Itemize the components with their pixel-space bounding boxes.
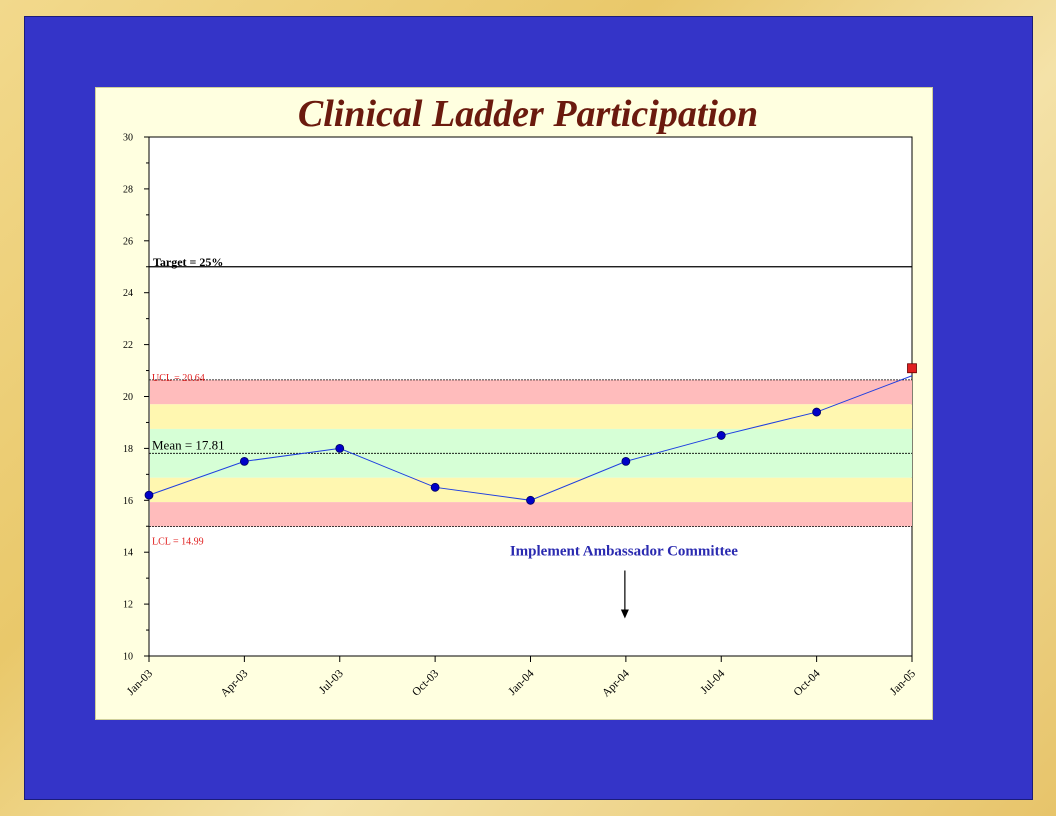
y-tick-label-28: 28 <box>123 184 133 195</box>
chart-title: Clinical Ladder Participation <box>297 93 759 135</box>
data-point <box>144 490 154 500</box>
y-tick-label-16: 16 <box>123 496 133 507</box>
annotation-arrow-head <box>620 609 629 619</box>
ucl-label: UCL = 20.64 <box>152 373 205 384</box>
x-tick-label: Apr-04 <box>600 667 632 699</box>
mean-label: Mean = 17.81 <box>152 437 225 452</box>
x-tick-label: Jan-03 <box>125 667 155 697</box>
data-point <box>526 495 535 505</box>
annotation-label: Implement Ambassador Committee <box>510 544 738 560</box>
y-tick-label-18: 18 <box>123 444 133 455</box>
x-tick-label: Jan-05 <box>888 667 918 697</box>
data-point <box>239 456 249 466</box>
lcl-label: LCL = 14.99 <box>152 537 204 548</box>
data-point <box>430 482 440 492</box>
y-tick-label-30: 30 <box>123 133 133 144</box>
y-tick-label-14: 14 <box>123 548 133 559</box>
x-tick-label: Jan-04 <box>506 667 536 697</box>
y-tick-label-24: 24 <box>123 288 133 299</box>
zone-band-0 <box>150 379 912 405</box>
data-point <box>812 407 822 417</box>
y-tick-label-20: 20 <box>123 392 133 403</box>
target-label: Target = 25% <box>153 255 223 269</box>
y-tick-label-22: 22 <box>123 340 133 351</box>
zone-band-4 <box>150 502 912 527</box>
zone-band-1 <box>150 404 912 429</box>
y-tick-label-12: 12 <box>123 600 133 611</box>
x-tick-label: Jul-04 <box>699 667 728 696</box>
x-tick-label: Jul-03 <box>317 667 346 696</box>
x-tick-label: Oct-04 <box>792 667 823 698</box>
data-point <box>621 456 631 466</box>
y-tick-label-26: 26 <box>123 236 133 247</box>
data-point <box>335 443 345 453</box>
data-point <box>716 431 726 440</box>
y-tick-label-10: 10 <box>123 652 133 663</box>
x-tick-label: Oct-03 <box>410 667 441 698</box>
data-point-last <box>907 363 917 374</box>
x-tick-label: Apr-03 <box>219 667 251 699</box>
